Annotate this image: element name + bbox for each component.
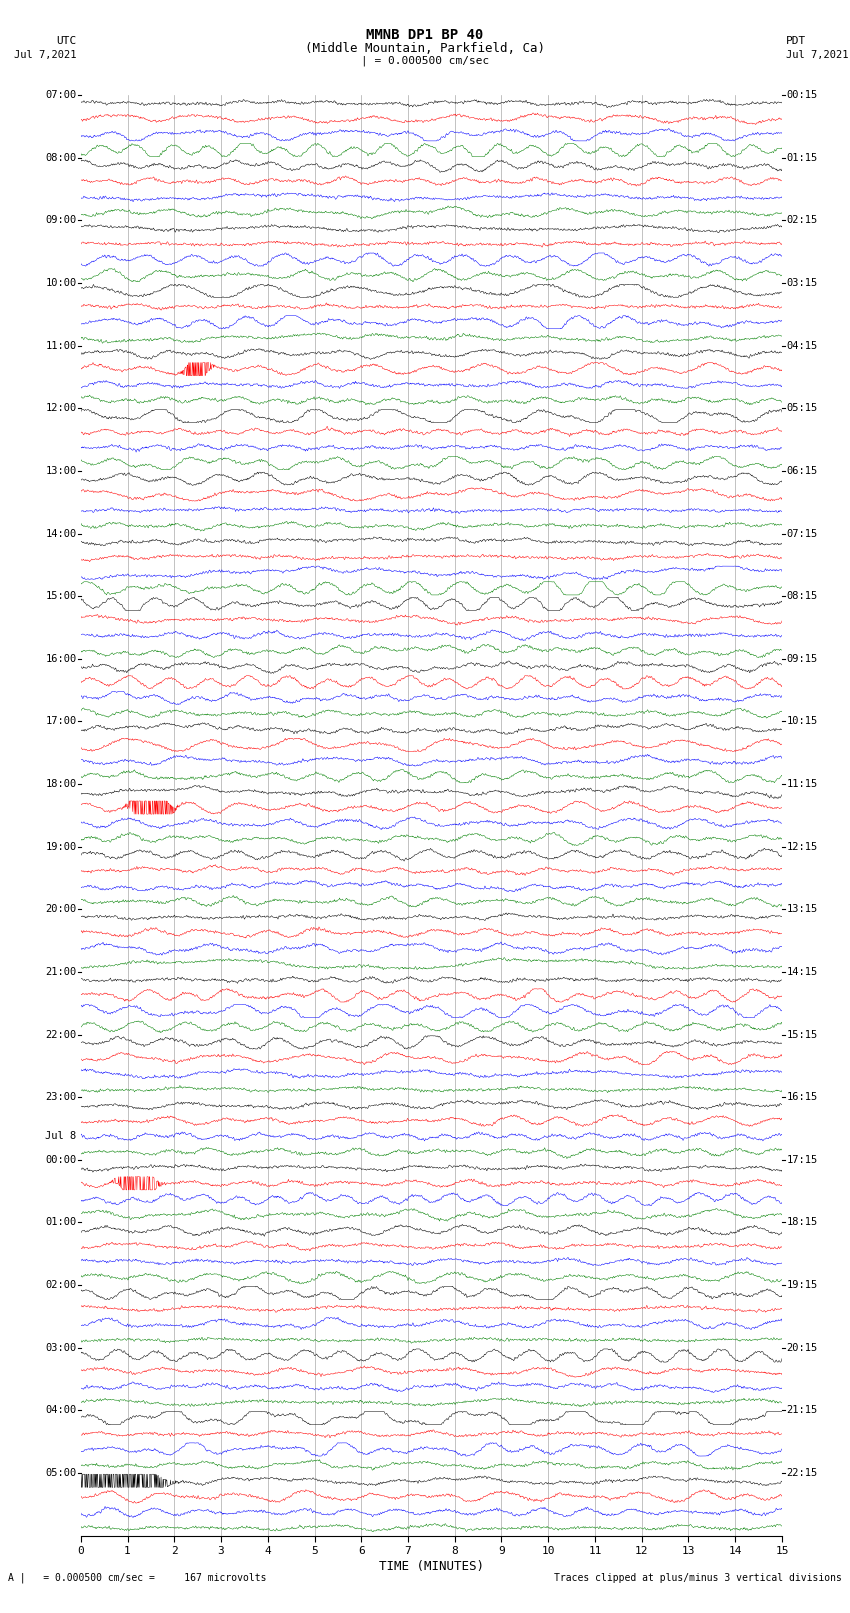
Text: 01:00: 01:00 <box>45 1218 76 1227</box>
Text: 06:15: 06:15 <box>786 466 818 476</box>
Text: 17:00: 17:00 <box>45 716 76 726</box>
Text: 01:15: 01:15 <box>786 153 818 163</box>
Text: 12:00: 12:00 <box>45 403 76 413</box>
Text: 20:15: 20:15 <box>786 1342 818 1353</box>
Text: 18:15: 18:15 <box>786 1218 818 1227</box>
Text: 19:00: 19:00 <box>45 842 76 852</box>
Text: 21:15: 21:15 <box>786 1405 818 1415</box>
Text: 05:15: 05:15 <box>786 403 818 413</box>
Text: 07:00: 07:00 <box>45 90 76 100</box>
Text: | = 0.000500 cm/sec: | = 0.000500 cm/sec <box>361 55 489 66</box>
Text: 03:15: 03:15 <box>786 277 818 289</box>
Text: 22:00: 22:00 <box>45 1029 76 1039</box>
X-axis label: TIME (MINUTES): TIME (MINUTES) <box>379 1560 484 1573</box>
Text: Jul 7,2021: Jul 7,2021 <box>786 50 849 60</box>
Text: 08:15: 08:15 <box>786 592 818 602</box>
Text: (Middle Mountain, Parkfield, Ca): (Middle Mountain, Parkfield, Ca) <box>305 42 545 55</box>
Text: MMNB DP1 BP 40: MMNB DP1 BP 40 <box>366 27 484 42</box>
Text: 02:00: 02:00 <box>45 1281 76 1290</box>
Text: 15:00: 15:00 <box>45 592 76 602</box>
Text: 13:15: 13:15 <box>786 905 818 915</box>
Text: 17:15: 17:15 <box>786 1155 818 1165</box>
Text: 15:15: 15:15 <box>786 1029 818 1039</box>
Text: 13:00: 13:00 <box>45 466 76 476</box>
Text: 04:15: 04:15 <box>786 340 818 350</box>
Text: 12:15: 12:15 <box>786 842 818 852</box>
Text: 08:00: 08:00 <box>45 153 76 163</box>
Text: 05:00: 05:00 <box>45 1468 76 1478</box>
Text: 10:15: 10:15 <box>786 716 818 726</box>
Text: Traces clipped at plus/minus 3 vertical divisions: Traces clipped at plus/minus 3 vertical … <box>553 1573 842 1582</box>
Text: A |   = 0.000500 cm/sec =     167 microvolts: A | = 0.000500 cm/sec = 167 microvolts <box>8 1573 267 1582</box>
Text: 00:00: 00:00 <box>45 1155 76 1165</box>
Text: 11:15: 11:15 <box>786 779 818 789</box>
Text: 02:15: 02:15 <box>786 216 818 226</box>
Text: 11:00: 11:00 <box>45 340 76 350</box>
Text: 09:15: 09:15 <box>786 653 818 665</box>
Text: UTC: UTC <box>56 35 76 47</box>
Text: 04:00: 04:00 <box>45 1405 76 1415</box>
Text: 20:00: 20:00 <box>45 905 76 915</box>
Text: 16:00: 16:00 <box>45 653 76 665</box>
Text: 10:00: 10:00 <box>45 277 76 289</box>
Text: 16:15: 16:15 <box>786 1092 818 1102</box>
Text: PDT: PDT <box>786 35 807 47</box>
Text: 19:15: 19:15 <box>786 1281 818 1290</box>
Text: 21:00: 21:00 <box>45 966 76 977</box>
Text: 00:15: 00:15 <box>786 90 818 100</box>
Text: Jul 8: Jul 8 <box>45 1131 76 1142</box>
Text: 22:15: 22:15 <box>786 1468 818 1478</box>
Text: 03:00: 03:00 <box>45 1342 76 1353</box>
Text: 23:00: 23:00 <box>45 1092 76 1102</box>
Text: 14:00: 14:00 <box>45 529 76 539</box>
Text: 18:00: 18:00 <box>45 779 76 789</box>
Text: 14:15: 14:15 <box>786 966 818 977</box>
Text: 07:15: 07:15 <box>786 529 818 539</box>
Text: 09:00: 09:00 <box>45 216 76 226</box>
Text: Jul 7,2021: Jul 7,2021 <box>14 50 76 60</box>
